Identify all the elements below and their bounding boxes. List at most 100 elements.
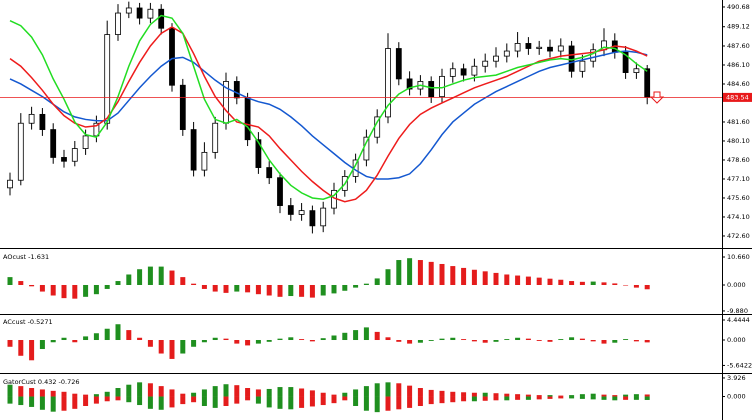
gator-bar [601,396,607,400]
histogram-bar [169,340,175,359]
histogram-bar [374,331,380,341]
histogram-bar [536,340,542,341]
histogram-bar [428,340,434,341]
candle-body [557,45,564,52]
gator-bar [266,388,272,397]
histogram-bar [245,340,251,346]
gator-bar [61,391,67,397]
gator-bar [147,396,153,409]
histogram-bar [104,328,110,341]
panel-title: ACcust -0.5271 [3,318,53,326]
gator-bar [482,392,488,397]
histogram-bar [482,271,488,285]
gator-bar [331,396,337,404]
histogram-bar [590,281,596,285]
histogram-bar [83,336,89,341]
gator-bar [255,396,261,404]
histogram-bar [277,284,283,297]
gator-bar [525,396,531,400]
histogram-bar [83,284,89,297]
gator-bar [223,396,229,406]
gator-bar [558,396,564,399]
histogram-bar [299,284,305,297]
ma-line [9,50,648,180]
gator-bar [277,396,283,409]
histogram-bar [169,270,175,285]
gator-bar [450,396,456,403]
gator-bar [515,394,521,397]
histogram-bar [299,339,305,341]
histogram-bar [255,340,261,344]
histogram-bar [428,261,434,285]
y-tick-label: 487.60 [727,42,750,50]
candle-body [179,84,186,130]
histogram-bar [115,281,121,285]
histogram-bar [601,282,607,285]
gator-bar [569,395,575,397]
gator-bar [569,396,575,399]
y-tick-label: 477.10 [727,175,750,183]
gator-bar [234,396,240,404]
gator-bar [50,396,56,412]
histogram-bar [461,339,467,341]
candle-body [277,177,283,206]
gator-bar [72,393,78,397]
gator-bar [353,396,359,406]
gator-bar [223,384,229,397]
gator-bar [601,394,607,397]
gator-bar [493,396,499,401]
gator-bar [525,394,531,397]
histogram-bar [450,337,456,341]
histogram-bar [320,284,326,296]
histogram-bar [266,284,272,296]
histogram-bar [450,266,456,285]
gator-bar [288,396,294,410]
histogram-bar [223,338,229,341]
gator-bar [137,382,143,397]
candle-body [449,68,456,77]
candle-body [136,7,143,19]
gator-bar [320,392,326,397]
histogram-bar [363,283,369,285]
panel-title: GatorCust 0.432 -0.726 [3,378,80,386]
candle-body [633,68,640,73]
candle-body [385,48,391,118]
gator-bar [245,396,251,401]
histogram-bar [417,260,423,285]
gator-bar [407,385,413,397]
histogram-bar [569,337,575,341]
candle-body [622,51,629,73]
gator-bar [633,394,639,397]
gator-bar [191,396,197,403]
gator-bar [515,396,521,400]
candle-body [514,43,521,52]
histogram-bar [644,340,650,343]
y-tick-label: 490.68 [727,3,750,11]
candle-body [125,7,132,14]
histogram-bar [612,283,618,285]
histogram-bar [407,340,413,344]
histogram-bar [396,260,402,285]
gator-bar [39,396,45,410]
histogram-bar [590,340,596,342]
candle-body [255,139,262,168]
candle-body [644,68,651,98]
y-tick-label: 0.000 [727,281,746,289]
gator-bar [201,389,207,397]
histogram-bar [61,337,67,341]
histogram-bar [504,339,510,341]
histogram-bar [633,284,639,288]
histogram-bar [191,340,197,347]
gator-bar [104,391,110,397]
histogram-bar [579,338,585,341]
candle-body [471,65,478,76]
histogram-bar [180,277,186,285]
gator-bar [7,396,13,404]
histogram-bar [525,276,531,285]
histogram-bar [515,275,521,285]
histogram-bar [320,338,326,341]
histogram-bar [93,284,99,295]
histogram-bar [245,284,251,293]
gator-bar [385,396,391,411]
